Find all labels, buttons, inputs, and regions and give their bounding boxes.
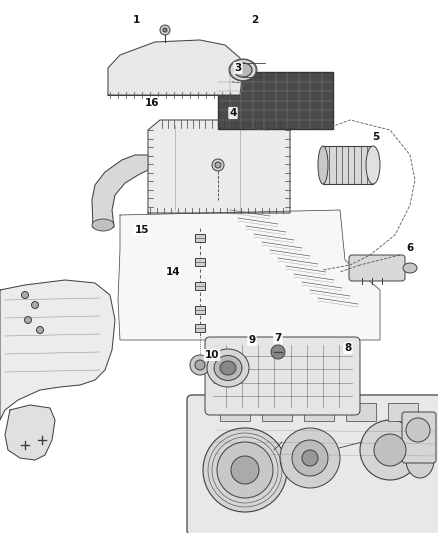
Circle shape [374,434,406,466]
Polygon shape [92,155,148,227]
Circle shape [292,440,328,476]
Circle shape [271,345,285,359]
Bar [195,282,205,290]
Circle shape [203,428,287,512]
Ellipse shape [366,146,380,184]
Bar [195,324,205,332]
Circle shape [195,360,205,370]
Text: 2: 2 [251,15,258,25]
Ellipse shape [220,361,236,375]
Bar [218,72,333,129]
Circle shape [212,159,224,171]
Polygon shape [118,210,380,340]
Circle shape [25,317,32,324]
Text: 8: 8 [344,343,352,353]
Text: 6: 6 [406,243,413,253]
Text: 14: 14 [166,267,180,277]
Text: 7: 7 [274,333,282,343]
Circle shape [406,418,430,442]
Ellipse shape [318,146,328,184]
Bar [220,403,250,421]
Circle shape [280,428,340,488]
Bar [323,146,373,184]
FancyBboxPatch shape [402,412,436,463]
Text: 5: 5 [372,132,380,142]
Text: 4: 4 [230,108,237,118]
Circle shape [302,450,318,466]
Circle shape [160,25,170,35]
Circle shape [32,302,39,309]
Polygon shape [0,280,115,420]
Bar [195,306,205,314]
Circle shape [21,292,28,298]
FancyBboxPatch shape [205,337,360,415]
Bar [262,403,292,421]
Bar [346,403,376,421]
Polygon shape [108,40,242,95]
FancyBboxPatch shape [187,395,438,533]
Ellipse shape [229,59,257,81]
Ellipse shape [92,219,114,231]
Ellipse shape [214,356,242,381]
Circle shape [217,442,273,498]
Ellipse shape [234,63,252,77]
FancyBboxPatch shape [349,255,405,281]
Polygon shape [5,405,55,460]
Circle shape [163,28,167,32]
Ellipse shape [403,263,417,273]
Text: 15: 15 [135,225,149,235]
Bar [195,234,205,242]
Circle shape [190,355,210,375]
Bar [195,258,205,266]
Bar [304,403,334,421]
Circle shape [360,420,420,480]
Circle shape [215,162,221,168]
Ellipse shape [406,442,434,478]
Text: 9: 9 [248,335,255,345]
Text: 16: 16 [145,98,159,108]
Circle shape [231,456,259,484]
Text: 1: 1 [132,15,140,25]
Bar [388,403,418,421]
Text: 3: 3 [234,63,242,73]
Circle shape [36,327,43,334]
Text: 10: 10 [205,350,219,360]
Polygon shape [148,120,290,213]
Ellipse shape [207,349,249,387]
